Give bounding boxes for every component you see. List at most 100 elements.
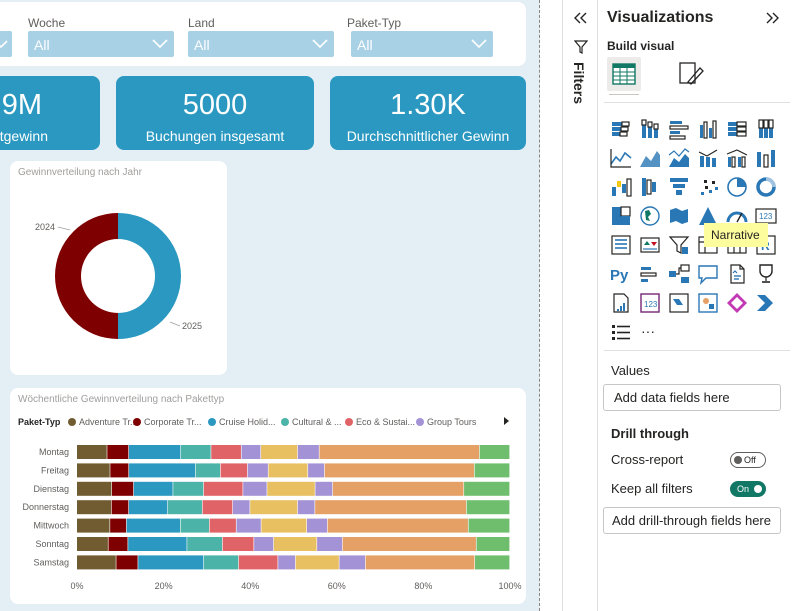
bar-segment[interactable] <box>180 518 209 533</box>
keep-all-filters-toggle[interactable]: On <box>730 481 766 497</box>
bar-segment[interactable] <box>202 500 233 515</box>
stacked-bar-icon[interactable] <box>609 117 633 141</box>
bar-segment[interactable] <box>107 445 129 459</box>
line-chart-icon[interactable] <box>609 146 633 170</box>
cross-report-toggle[interactable]: Off <box>730 452 766 468</box>
build-visual-tab[interactable] <box>607 57 641 91</box>
power-apps-icon[interactable]: 123 <box>638 291 662 315</box>
bar-segment[interactable] <box>128 537 187 551</box>
python-icon[interactable]: Py <box>609 262 633 286</box>
bar-segment[interactable] <box>464 481 510 496</box>
bar-segment[interactable] <box>77 555 116 570</box>
legend-item[interactable]: Adventure Tr... <box>79 417 138 427</box>
slicer-partial[interactable] <box>0 31 12 57</box>
bar-segment[interactable] <box>203 481 243 496</box>
funnel-icon[interactable] <box>638 175 662 199</box>
bar-segment[interactable] <box>126 518 180 533</box>
multi-row-card-icon[interactable] <box>609 233 633 257</box>
clustered-column-icon[interactable] <box>696 117 720 141</box>
bar-segment[interactable] <box>250 500 298 515</box>
bar-segment[interactable] <box>319 445 480 459</box>
bar-segment[interactable] <box>278 555 296 570</box>
bar-segment[interactable] <box>110 463 129 478</box>
stacked-area-icon[interactable] <box>667 146 691 170</box>
legend-item[interactable]: Corporate Tr... <box>144 417 202 427</box>
expand-right-icon[interactable] <box>766 12 780 24</box>
legend-item[interactable]: Cruise Holid... <box>219 417 276 427</box>
filled-map-icon[interactable] <box>667 204 691 228</box>
bar-segment[interactable] <box>195 463 221 478</box>
donut-slice-2025[interactable] <box>55 213 118 339</box>
gauge-icon[interactable] <box>725 204 749 228</box>
bar-segment[interactable] <box>128 500 168 515</box>
donut-chart-card[interactable]: Gewinnverteilung nach Jahr 2024 2025 <box>10 161 227 375</box>
chevron-icon[interactable] <box>754 291 778 315</box>
waterfall-icon[interactable] <box>609 175 633 199</box>
bar-segment[interactable] <box>315 481 333 496</box>
bar-segment[interactable] <box>238 555 278 570</box>
bar-segment[interactable] <box>173 481 204 496</box>
bar-segment[interactable] <box>133 481 173 496</box>
kpi-card-bookings[interactable]: 5000 Buchungen insgesamt <box>116 76 314 150</box>
bar-segment[interactable] <box>116 555 138 570</box>
map-icon[interactable] <box>638 204 662 228</box>
bar-segment[interactable] <box>247 463 268 478</box>
bar-segment[interactable] <box>342 537 476 551</box>
bar-segment[interactable] <box>479 445 510 459</box>
area-chart-icon[interactable] <box>638 146 662 170</box>
bar-segment[interactable] <box>468 518 510 533</box>
arcgis-icon[interactable] <box>696 291 720 315</box>
bar-segment[interactable] <box>243 481 267 496</box>
slicer-paket-typ[interactable]: All <box>351 31 493 57</box>
legend-item[interactable]: Cultural & ... <box>292 417 342 427</box>
bar-segment[interactable] <box>315 500 467 515</box>
bar-segment[interactable] <box>77 481 112 496</box>
donut-slice-2024[interactable] <box>118 213 181 339</box>
bar-segment[interactable] <box>110 518 127 533</box>
ribbon-chart-icon[interactable] <box>754 146 778 170</box>
slicer-icon[interactable] <box>667 233 691 257</box>
treemap-icon[interactable] <box>609 204 633 228</box>
stacked-bar-chart-card[interactable]: Wöchentliche Gewinnverteilung nach Paket… <box>10 388 526 604</box>
paginated-report-icon[interactable] <box>609 291 633 315</box>
bar-segment[interactable] <box>111 481 134 496</box>
format-paintbrush-icon[interactable] <box>676 60 706 90</box>
bar-segment[interactable] <box>339 555 366 570</box>
slicer-land[interactable]: All <box>188 31 334 57</box>
azure-map-icon[interactable] <box>696 204 720 228</box>
100-stacked-column-icon[interactable] <box>754 117 778 141</box>
get-more-icon[interactable]: ··· <box>638 320 662 344</box>
line-stacked-column-icon[interactable] <box>696 146 720 170</box>
more-visuals-icon[interactable] <box>609 320 633 344</box>
bar-segment[interactable] <box>220 463 248 478</box>
key-influencers-icon[interactable] <box>638 262 662 286</box>
bar-segment[interactable] <box>77 537 108 551</box>
bar-segment[interactable] <box>222 537 254 551</box>
bar-segment[interactable] <box>365 555 475 570</box>
bar-segment[interactable] <box>232 500 250 515</box>
bar-segment[interactable] <box>261 518 307 533</box>
filters-pane[interactable] <box>562 0 597 611</box>
slicer-woche[interactable]: All <box>28 31 174 57</box>
kpi-card-total-profit[interactable]: 9M tgewinn <box>0 76 100 150</box>
legend-item[interactable]: Group Tours <box>427 417 477 427</box>
bar-segment[interactable] <box>111 500 129 515</box>
pie-chart-icon[interactable] <box>725 175 749 199</box>
bar-segment[interactable] <box>180 445 211 459</box>
bar-segment[interactable] <box>138 555 204 570</box>
bar-segment[interactable] <box>241 445 261 459</box>
bar-segment[interactable] <box>77 445 107 459</box>
narrative-icon[interactable] <box>725 262 749 286</box>
bar-segment[interactable] <box>128 445 181 459</box>
bar-segment[interactable] <box>324 463 475 478</box>
funnel-alt-icon[interactable] <box>667 175 691 199</box>
bar-segment[interactable] <box>261 445 298 459</box>
stacked-column-icon[interactable] <box>638 117 662 141</box>
100-stacked-bar-icon[interactable] <box>725 117 749 141</box>
bar-segment[interactable] <box>236 518 261 533</box>
decomposition-tree-icon[interactable] <box>667 262 691 286</box>
bar-segment[interactable] <box>308 463 325 478</box>
bar-segment[interactable] <box>209 518 236 533</box>
bar-segment[interactable] <box>306 518 328 533</box>
drill-through-drop-well[interactable]: Add drill-through fields here <box>603 507 781 534</box>
